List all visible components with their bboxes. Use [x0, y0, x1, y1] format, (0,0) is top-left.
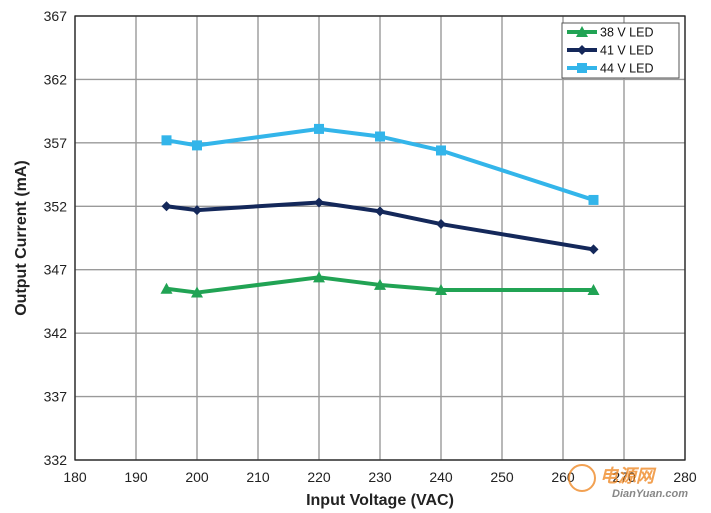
legend-label: 38 V LED — [600, 26, 654, 40]
data-point — [436, 145, 446, 156]
y-tick-label: 337 — [44, 389, 68, 405]
data-point — [192, 140, 202, 151]
x-tick-label: 250 — [490, 469, 514, 485]
data-point — [374, 278, 386, 290]
legend-item: 44 V LED — [567, 62, 654, 76]
data-point — [587, 284, 600, 296]
x-tick-label: 210 — [246, 469, 270, 485]
data-point — [313, 271, 325, 283]
y-tick-label: 352 — [44, 198, 68, 214]
x-tick-label: 190 — [124, 469, 148, 485]
x-tick-label: 280 — [673, 469, 697, 485]
data-point — [314, 197, 324, 208]
legend: 38 V LED 41 V LED 44 V LED — [561, 22, 680, 79]
x-tick-label: 180 — [63, 469, 87, 485]
data-point — [435, 284, 447, 296]
watermark-cn: 电源网 — [600, 466, 657, 486]
series-0 — [160, 271, 600, 298]
legend-item: 38 V LED — [567, 26, 654, 40]
y-tick-label: 347 — [44, 262, 68, 278]
y-tick-label: 367 — [44, 8, 68, 24]
plot-frame — [74, 15, 686, 461]
legend-label: 41 V LED — [600, 44, 654, 58]
series-2 — [161, 123, 599, 205]
legend-marker — [576, 26, 588, 37]
data-point — [588, 194, 599, 205]
x-tick-label: 240 — [429, 469, 453, 485]
legend-label: 44 V LED — [600, 62, 654, 76]
data-point — [375, 131, 385, 142]
y-tick-label: 357 — [44, 135, 68, 151]
watermark: 电源网 DianYuan.com — [568, 464, 688, 500]
data-point — [192, 205, 202, 216]
legend-marker — [577, 63, 587, 73]
legend-marker — [577, 45, 587, 55]
data-point — [375, 206, 385, 217]
series-group — [160, 123, 600, 298]
series-line — [166, 275, 594, 295]
y-tick-labels: 332 337 342 347 352 357 362 367 — [44, 8, 68, 468]
data-point — [161, 135, 172, 146]
y-axis-title: Output Current (mA) — [13, 160, 30, 316]
y-tick-label: 342 — [44, 325, 68, 341]
y-tick-label: 332 — [44, 452, 68, 468]
watermark-plug-icon — [568, 464, 596, 492]
x-tick-label: 270 — [612, 469, 636, 485]
legend-item: 41 V LED — [567, 44, 654, 58]
series-line — [166, 126, 595, 202]
series-line — [166, 200, 594, 252]
data-point — [160, 282, 173, 294]
data-point — [588, 244, 599, 255]
data-point — [191, 286, 203, 298]
series-1 — [161, 197, 599, 255]
x-tick-labels: 180 190 200 210 220 230 240 250 260 270 280 — [63, 469, 697, 485]
y-tick-label: 362 — [44, 71, 68, 87]
x-tick-label: 220 — [307, 469, 331, 485]
x-axis-title: Input Voltage (VAC) — [306, 492, 454, 509]
x-tick-label: 230 — [368, 469, 392, 485]
data-point — [314, 123, 324, 134]
watermark-url: DianYuan.com — [612, 488, 688, 500]
data-point — [161, 201, 172, 212]
x-tick-label: 200 — [185, 469, 209, 485]
legend-items: 38 V LED 41 V LED 44 V LED — [567, 26, 654, 76]
data-point — [436, 219, 446, 230]
